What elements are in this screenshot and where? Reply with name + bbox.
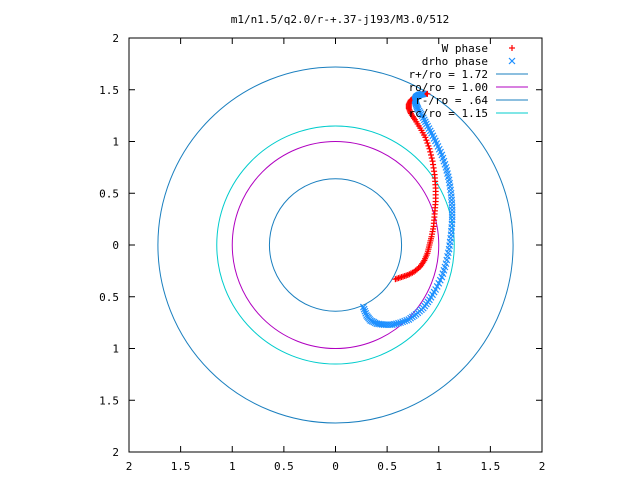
drho-phase-point — [390, 320, 398, 328]
radius-circles — [157, 66, 514, 424]
drho-phase-point — [401, 317, 409, 325]
legend-label: r-/ro = .64 — [415, 94, 488, 107]
y-tick-label: 1 — [112, 136, 119, 149]
radius-circle — [157, 66, 514, 424]
drho-phase-point — [403, 316, 411, 324]
w-phase-point — [429, 158, 436, 165]
drho-phase-point — [392, 320, 400, 328]
x-tick-label: 1 — [229, 460, 236, 473]
w-phase-point — [424, 90, 431, 97]
legend-label: W phase — [442, 42, 488, 55]
drho-phase-point — [422, 120, 430, 128]
y-tick-label: 2 — [112, 446, 119, 459]
w-phase-point — [424, 140, 431, 147]
y-tick-label: 0.5 — [99, 187, 119, 200]
x-tick-label: 1.5 — [480, 460, 500, 473]
y-tick-label: 1.5 — [99, 394, 119, 407]
radius-circle — [268, 178, 403, 312]
y-tick-label: 2 — [112, 32, 119, 45]
y-tick-label: 0.5 — [99, 291, 119, 304]
w-phase-point — [423, 137, 430, 144]
w-phase-point — [427, 148, 434, 155]
drho-phase-point — [419, 90, 427, 98]
x-tick-label: 1 — [435, 460, 442, 473]
x-tick-label: 0.5 — [377, 460, 397, 473]
chart-title: m1/n1.5/q2.0/r-+.37-j193/M3.0/512 — [231, 13, 450, 26]
x-tick-label: 2 — [539, 460, 546, 473]
w-phase-point — [428, 155, 435, 162]
w-phase-point — [425, 142, 432, 149]
drho-phase-point — [419, 114, 427, 122]
drho-phase-point — [421, 118, 429, 126]
drho-phase-point — [399, 318, 407, 326]
legend-marker — [508, 57, 516, 65]
legend-label: rc/ro = 1.15 — [409, 107, 488, 120]
w-phase-point — [428, 151, 435, 158]
y-tick-label: 1 — [112, 343, 119, 356]
drho-phase-point — [397, 319, 404, 327]
drho-phase-point — [361, 307, 369, 315]
legend-label: drho phase — [422, 55, 488, 68]
y-tick-label: 0 — [112, 239, 119, 252]
legend-label: r+/ro = 1.72 — [409, 68, 488, 81]
drho-phase-point — [362, 309, 370, 317]
drho-phase-point — [420, 116, 428, 124]
x-tick-label: 2 — [126, 460, 133, 473]
radius-circle — [231, 141, 440, 349]
radius-circle — [216, 125, 455, 365]
drho-phase-point — [359, 303, 367, 311]
w-phase-point — [426, 145, 433, 152]
drho-phase-point — [388, 321, 396, 329]
x-tick-label: 0.5 — [274, 460, 294, 473]
drho-phase-point — [395, 319, 402, 327]
x-tick-label: 1.5 — [171, 460, 191, 473]
phase-markers — [359, 90, 456, 329]
y-tick-label: 1.5 — [99, 84, 119, 97]
x-tick-label: 0 — [332, 460, 339, 473]
legend-label: ro/ro = 1.00 — [409, 81, 488, 94]
drho-phase-point — [360, 305, 368, 313]
